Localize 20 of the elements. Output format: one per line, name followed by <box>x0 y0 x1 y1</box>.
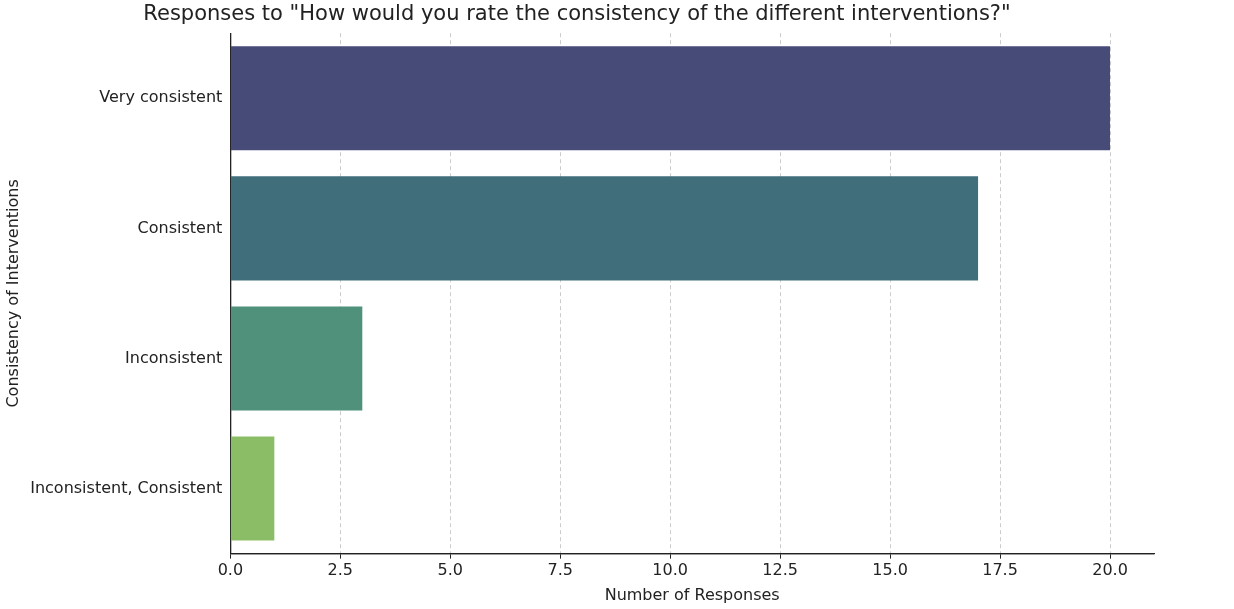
x-tick-label: 2.5 <box>327 560 354 580</box>
bar <box>230 436 275 541</box>
y-tick-label: Inconsistent, Consistent <box>30 477 223 497</box>
x-tick-label: 5.0 <box>437 560 463 580</box>
y-tick-label: Consistent <box>137 217 223 237</box>
y-tick-label: Inconsistent <box>125 347 223 367</box>
x-tick-label: 15.0 <box>872 560 908 580</box>
chart-title: Responses to "How would you rate the consistency of the different interventions?" <box>143 1 1011 26</box>
bar <box>230 306 363 411</box>
x-tick-label: 10.0 <box>652 560 688 580</box>
x-tick-label: 0.0 <box>217 560 244 580</box>
x-tick-label: 7.5 <box>547 560 573 580</box>
x-axis-title: Number of Responses <box>604 584 780 604</box>
bar <box>230 46 1111 151</box>
x-tick-label: 20.0 <box>1092 560 1128 580</box>
x-tick-label: 17.5 <box>982 560 1018 580</box>
y-tick-label: Very consistent <box>99 87 223 107</box>
x-tick-label: 12.5 <box>762 560 798 580</box>
bar <box>230 176 979 281</box>
y-axis-title: Consistency of Interventions <box>2 179 22 408</box>
